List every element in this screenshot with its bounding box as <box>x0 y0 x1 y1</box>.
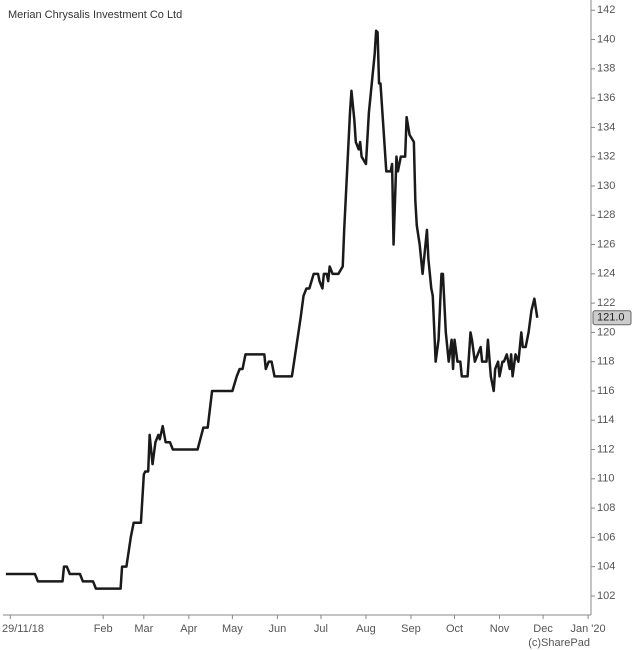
y-tick-label: 106 <box>597 531 615 543</box>
x-tick-label: Jul <box>314 623 328 635</box>
y-tick-label: 138 <box>597 63 615 75</box>
x-tick-label: Jun <box>269 623 287 635</box>
y-tick-label: 120 <box>597 326 615 338</box>
x-tick-label: Apr <box>180 623 197 635</box>
x-tick-label: 29/11/18 <box>2 623 44 635</box>
y-tick-label: 134 <box>597 121 615 133</box>
x-tick-label: Sep <box>401 623 421 635</box>
x-tick-label: Dec <box>533 623 553 635</box>
x-tick-label: Jan '20 <box>571 623 606 635</box>
x-tick-label: Oct <box>446 623 463 635</box>
x-tick-label: Feb <box>94 623 113 635</box>
y-tick-label: 102 <box>597 590 615 602</box>
last-price-label: 121.0 <box>597 312 625 324</box>
y-tick-label: 136 <box>597 92 615 104</box>
y-tick-label: 140 <box>597 33 615 45</box>
x-tick-label: Mar <box>134 623 153 635</box>
y-tick-label: 124 <box>597 268 615 280</box>
price-line <box>5 29 539 590</box>
chart-title: Merian Chrysalis Investment Co Ltd <box>8 9 182 21</box>
y-tick-label: 110 <box>597 473 615 485</box>
y-tick-label: 132 <box>597 151 615 163</box>
y-tick-label: 118 <box>597 356 615 368</box>
y-tick-label: 104 <box>597 561 615 573</box>
x-tick-label: Nov <box>490 623 510 635</box>
y-tick-label: 126 <box>597 238 615 250</box>
y-tick-label: 128 <box>597 209 615 221</box>
y-tick-label: 114 <box>597 414 615 426</box>
x-tick-label: Aug <box>356 623 376 635</box>
credit: (c)SharePad <box>528 637 590 649</box>
x-tick-label: May <box>222 623 243 635</box>
y-tick-label: 112 <box>597 443 615 455</box>
y-tick-label: 142 <box>597 4 615 16</box>
y-tick-label: 116 <box>597 385 615 397</box>
y-tick-label: 122 <box>597 297 615 309</box>
last-price-box <box>592 310 632 326</box>
y-tick-label: 108 <box>597 502 615 514</box>
y-tick-label: 130 <box>597 180 615 192</box>
